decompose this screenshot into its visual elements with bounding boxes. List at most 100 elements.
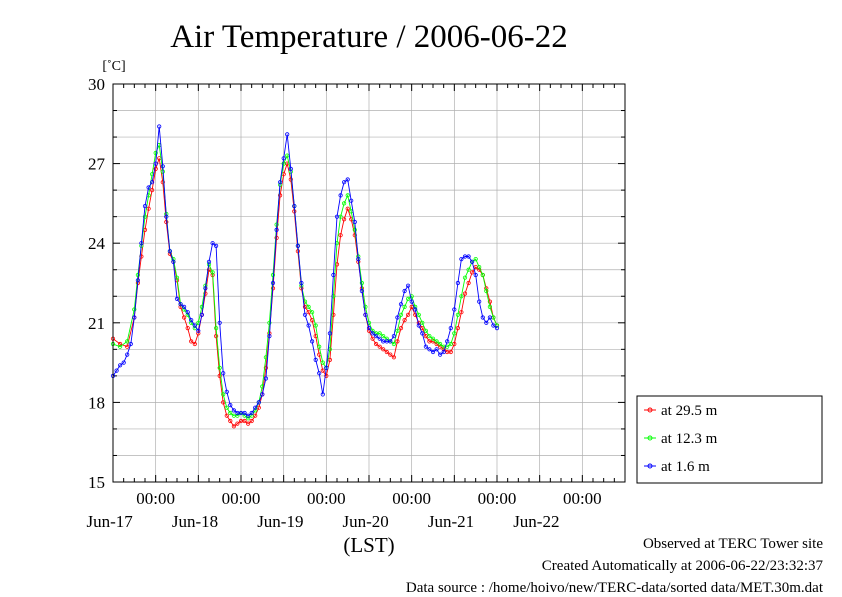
data-point — [309, 310, 315, 315]
data-point — [455, 280, 460, 286]
data-point — [157, 124, 162, 129]
data-point — [174, 296, 180, 301]
data-point — [320, 392, 325, 397]
data-point — [210, 241, 215, 246]
data-point — [224, 413, 229, 418]
data-point — [182, 304, 187, 309]
data-point — [299, 280, 304, 286]
data-point — [487, 315, 492, 320]
data-point — [160, 180, 165, 185]
data-point — [363, 304, 368, 309]
data-point — [277, 193, 283, 198]
data-point — [480, 272, 485, 278]
data-point — [466, 267, 471, 272]
data-point — [231, 424, 236, 429]
data-point — [171, 259, 176, 264]
y-axis-label: [˚C] — [102, 59, 125, 74]
data-point — [352, 227, 357, 232]
data-point — [484, 320, 489, 325]
data-point — [434, 339, 439, 344]
data-point — [469, 270, 475, 275]
data-point — [377, 336, 382, 341]
data-point — [146, 206, 151, 211]
legend-marker — [647, 407, 653, 413]
data-point — [317, 371, 322, 376]
data-point — [253, 405, 258, 410]
data-point — [249, 418, 254, 424]
x-tick-date-label: Jun-17 — [87, 512, 134, 531]
data-point — [313, 323, 318, 328]
data-point — [359, 280, 364, 286]
data-point — [306, 304, 311, 309]
data-point — [178, 302, 183, 307]
data-point — [459, 294, 464, 299]
data-point — [306, 323, 311, 328]
y-tick-label: 15 — [88, 473, 105, 492]
data-point — [277, 180, 283, 185]
x-tick-time-label: 00:00 — [392, 489, 431, 508]
series-at-12-3-m — [110, 142, 500, 421]
data-point — [228, 402, 233, 408]
data-point — [281, 161, 286, 166]
data-point — [217, 373, 222, 378]
data-point — [384, 349, 389, 355]
data-point — [420, 325, 425, 331]
series-layer — [110, 124, 500, 429]
data-point — [466, 254, 471, 259]
data-point — [356, 256, 361, 262]
data-point — [331, 312, 336, 317]
legend-label: at 1.6 m — [661, 459, 710, 475]
data-point — [445, 339, 450, 344]
data-point — [182, 315, 187, 320]
data-point — [462, 275, 468, 280]
data-point — [189, 339, 194, 344]
data-point — [341, 180, 347, 185]
data-point — [302, 312, 308, 317]
axis-ticks — [112, 83, 626, 483]
data-point — [320, 368, 325, 373]
data-point — [199, 304, 204, 309]
data-point — [242, 410, 247, 416]
plot-frame — [112, 83, 626, 483]
data-point — [338, 193, 343, 198]
data-point — [217, 320, 222, 325]
x-tick-time-label: 00:00 — [222, 489, 261, 508]
data-point — [487, 304, 492, 309]
data-point — [452, 331, 457, 336]
data-point — [313, 357, 318, 362]
data-point — [246, 413, 251, 418]
data-point — [455, 312, 460, 317]
data-point — [395, 328, 400, 333]
data-point — [430, 336, 436, 341]
data-point — [341, 217, 347, 222]
legend-label: at 29.5 m — [661, 403, 718, 419]
data-point — [405, 296, 411, 301]
data-point — [214, 243, 219, 248]
series-line — [112, 158, 498, 427]
data-point — [381, 333, 386, 339]
data-point — [288, 177, 293, 182]
data-point — [462, 291, 468, 296]
data-point — [235, 421, 240, 426]
x-axis-label: (LST) — [343, 533, 394, 557]
data-point — [473, 272, 478, 278]
data-point — [416, 323, 421, 328]
data-point — [263, 376, 268, 381]
data-point — [125, 339, 130, 344]
data-point — [203, 286, 208, 291]
data-point — [345, 206, 350, 211]
data-point — [388, 352, 393, 357]
legend-box — [636, 395, 823, 484]
data-point — [409, 299, 414, 304]
data-point — [153, 150, 158, 156]
data-point — [288, 166, 293, 171]
data-point — [377, 331, 382, 336]
data-point — [242, 418, 247, 424]
x-tick-time-label: 00:00 — [307, 489, 346, 508]
x-tick-time-label: 00:00 — [563, 489, 602, 508]
data-point — [398, 325, 404, 331]
data-point — [221, 392, 226, 397]
data-point — [384, 336, 389, 341]
data-point — [214, 333, 219, 339]
x-tick-date-label: Jun-21 — [428, 512, 474, 531]
